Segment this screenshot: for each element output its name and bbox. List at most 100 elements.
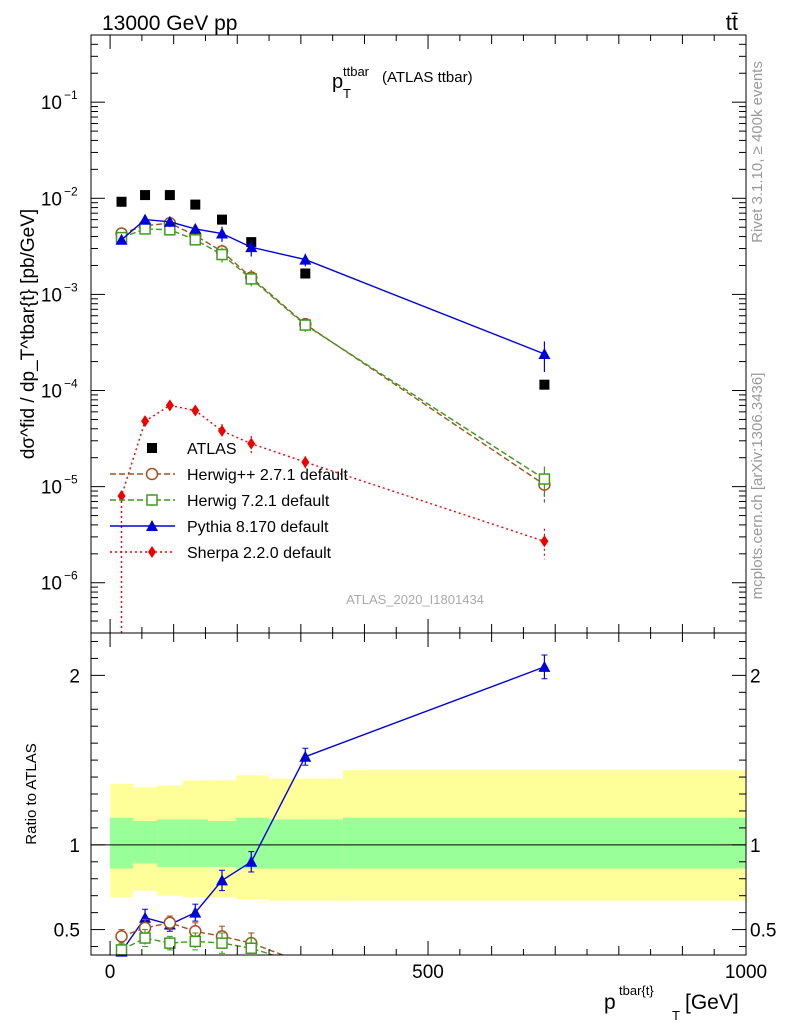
data-point [191,404,200,417]
legend-marker [147,443,157,453]
inner-uncertainty-band [208,821,236,867]
main-plot-frame [90,34,747,634]
process-label: 13000 GeV pp [102,12,237,35]
ratio-point [245,942,258,954]
data-point [116,196,127,207]
rivet-side-label: Rivet 3.1.10, ≥ 400k events [749,61,766,243]
inner-uncertainty-band [342,817,746,869]
main-y-axis-label-text: dσ^fid / dp_T^tbar{t} [pb/GeV] [18,209,39,459]
inner-uncertainty-band [132,821,158,864]
main-y-tick-label: 10 [41,382,62,403]
data-point [141,415,150,428]
data-point [190,199,201,210]
data-point [163,215,176,227]
x-axis-label: p tbar{t} T [GeV] [604,983,739,1023]
data-point [538,347,551,359]
main-plot-title: p ttbar T (ATLAS ttbar) [332,64,473,101]
x-tick-label: 1000 [725,962,767,983]
title-suffix: (ATLAS ttbar) [382,69,473,86]
x-tick-label: 500 [412,962,444,983]
main-y-tick-exponent: −6 [64,569,78,583]
legend-label: Pythia 8.170 default [187,519,329,536]
main-y-tick-label: 10 [41,93,62,114]
data-point [538,473,551,485]
legend-marker [146,494,158,506]
ratio-y-tick-label-left: 2 [69,666,80,687]
main-y-axis-label: dσ^fid / dp_T^tbar{t} [pb/GeV] [18,209,39,459]
ratio-point [139,911,152,923]
legend-label: ATLAS [187,441,237,458]
ratio-point [115,930,128,943]
legend-label: Herwig++ 2.7.1 default [187,467,349,484]
inner-uncertainty-band [110,817,133,869]
ratio-line-1 [121,922,285,955]
ratio-line-0 [120,666,545,952]
data-point [299,319,312,331]
main-y-tick-label: 10 [41,574,62,595]
ratio-point [538,660,551,672]
legend-label: Herwig 7.2.1 default [187,493,330,510]
data-point [300,268,311,279]
main-y-tick-label: 10 [41,189,62,210]
data-point [139,223,151,235]
ratio-point [245,855,258,867]
data-point [216,227,228,239]
ratio-point [299,750,312,762]
data-point [189,234,202,246]
main-y-tick-exponent: −2 [64,184,78,198]
rivet-label-text: Rivet 3.1.10, ≥ 400k events [749,61,766,243]
mcplots-side-label: mcplots.cern.ch [arXiv:1306.3436] [749,373,766,600]
ratio-y-tick-label-left: 1 [69,836,80,857]
inner-uncertainty-band [157,819,183,867]
data-point [115,233,128,245]
data-point [117,489,126,502]
ratio-y-tick-label-left: 0.5 [54,921,80,942]
x-axis-label-subscript: T [672,1008,680,1023]
x-axis-label-units: [GeV] [685,991,739,1014]
data-point [165,399,174,412]
ratio-y-tick-label-right: 0.5 [750,921,776,942]
inner-uncertainty-band [269,819,343,869]
main-y-tick-label: 10 [41,478,62,499]
ratio-point [164,937,176,949]
inner-uncertainty-band [182,819,209,867]
ratio-point [216,874,228,886]
ratio-y-tick-label-right: 2 [750,666,761,687]
ratio-y-axis-label: Ratio to ATLAS [23,743,40,844]
series-line-1 [121,222,545,486]
ratio-point [115,944,128,956]
main-y-tick-exponent: −5 [64,473,78,487]
main-y-tick-exponent: −3 [64,280,78,294]
mcplots-label-text: mcplots.cern.ch [arXiv:1306.3436] [749,373,766,600]
title-superscript: ttbar [343,64,370,79]
data-point [299,253,312,265]
ratio-point [189,935,202,948]
ratio-line-2 [121,937,276,955]
title-symbol: p [332,71,343,93]
legend: ATLAS Herwig++ 2.7.1 default Herwig 7.2.1 … [110,441,349,562]
x-axis-label-symbol: p [604,991,616,1014]
channel-label: tt̄ [726,10,738,35]
data-point [245,273,258,285]
data-point [245,241,258,253]
data-point [140,190,151,201]
data-point [189,222,202,234]
legend-marker [145,467,159,481]
ratio-point [139,932,151,944]
data-point [164,190,175,201]
series-line-2 [121,228,545,480]
data-point [139,213,152,225]
analysis-watermark: ATLAS_2020_I1801434 [346,592,484,607]
ratio-y-axis-label-text: Ratio to ATLAS [23,743,40,844]
x-tick-label: 0 [105,962,116,983]
ratio-y-tick-label-right: 1 [750,836,761,857]
legend-label: Sherpa 2.2.0 default [187,545,332,562]
data-point [539,379,550,390]
x-axis-label-superscript: tbar{t} [619,983,654,998]
data-point [218,424,226,437]
series-line-3 [121,218,545,355]
ratio-point [216,937,228,949]
data-point [301,456,310,469]
legend-marker [146,520,158,531]
